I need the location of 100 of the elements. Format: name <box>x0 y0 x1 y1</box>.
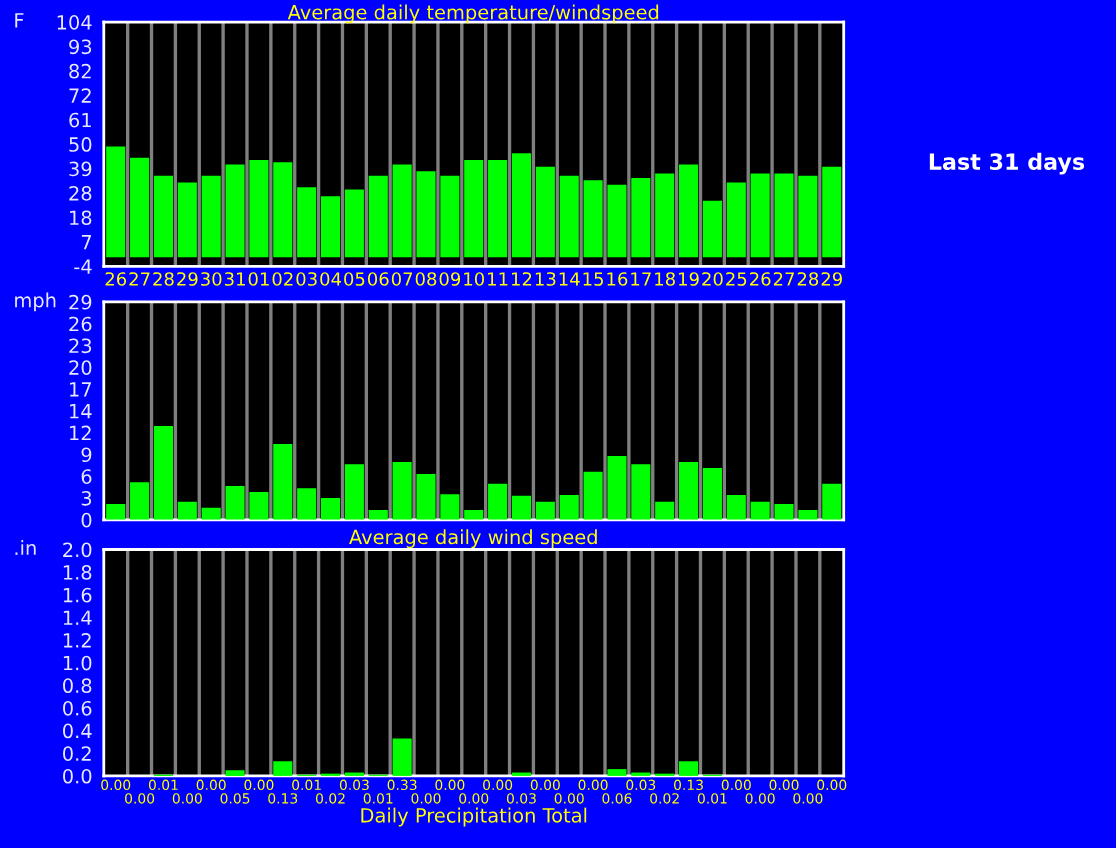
y-tick-label: 0.2 <box>63 746 91 761</box>
bar <box>464 159 484 258</box>
bar <box>440 175 460 258</box>
bar <box>320 196 341 258</box>
bar <box>511 153 532 258</box>
x-tick-label: 26 <box>105 272 127 286</box>
bar <box>702 467 722 520</box>
bar <box>607 455 627 520</box>
x-tick-label: 25 <box>726 272 747 286</box>
bar <box>679 164 699 258</box>
y-axis-title: F <box>15 13 24 28</box>
x-tick-label: 18 <box>655 272 675 286</box>
chart-title: Average daily temperature/windspeed <box>287 4 659 24</box>
bar <box>153 175 174 258</box>
x-tick-label: 01 <box>248 272 269 286</box>
y-tick-label: 39 <box>69 161 92 177</box>
x-tick-label: 17 <box>631 272 651 286</box>
x-tick-label: 08 <box>415 272 437 286</box>
x-tick-label: 28 <box>153 272 174 286</box>
bar <box>631 464 651 520</box>
bar <box>177 501 197 520</box>
bar <box>488 159 508 258</box>
y-axis-title: mph <box>15 292 56 312</box>
bar <box>798 510 818 520</box>
bar <box>344 189 364 258</box>
bar <box>225 486 245 520</box>
bar <box>822 483 842 520</box>
bar <box>559 495 579 520</box>
x-tick-label: 16 <box>607 272 628 286</box>
y-tick-label: 82 <box>69 63 91 79</box>
bar <box>106 504 126 520</box>
y-tick-label: 29 <box>69 294 92 310</box>
bar <box>368 175 388 258</box>
x-tick-label: 27 <box>129 272 150 286</box>
bar <box>702 200 722 258</box>
bar <box>798 175 818 258</box>
bar <box>297 187 317 258</box>
x-tick-label: 09 <box>439 272 461 286</box>
bar <box>750 173 770 258</box>
x-tick-label: 10 <box>464 272 485 286</box>
bar <box>225 770 245 776</box>
bar <box>320 498 341 520</box>
x-tick-label: 26 <box>749 272 771 286</box>
bar <box>392 164 412 258</box>
bar <box>273 162 293 258</box>
bar <box>297 488 317 520</box>
x-tick-label: 04 <box>320 272 342 286</box>
bar <box>535 501 555 520</box>
bar <box>679 461 699 520</box>
text: Last 31 days <box>929 152 1085 175</box>
x-tick-label: 05 <box>344 272 365 286</box>
bar <box>559 175 579 258</box>
y-tick-label: 1.2 <box>63 633 91 648</box>
x-tick-label: 19 <box>679 272 699 286</box>
bar <box>535 166 555 258</box>
x-tick-label: 31 <box>224 272 245 286</box>
bar <box>225 164 245 258</box>
y-tick-label: 0.0 <box>63 768 92 784</box>
bar <box>392 461 412 520</box>
bar <box>655 173 675 258</box>
y-tick-label: 6 <box>81 469 92 484</box>
y-tick-label: 18 <box>70 210 92 226</box>
x-tick-label: 28 <box>797 272 819 286</box>
bar <box>655 501 675 520</box>
bar <box>583 471 603 520</box>
x-tick-label: 02 <box>272 272 293 286</box>
y-tick-label: 0 <box>81 512 92 528</box>
y-tick-label: 1.8 <box>63 565 92 580</box>
y-axis-title: .in <box>15 540 36 555</box>
x-tick-label: 30 <box>201 272 222 286</box>
x-tick-label: 07 <box>391 272 413 286</box>
bar <box>201 175 221 258</box>
x-tick-label: 29 <box>177 272 198 286</box>
x-tick-label: 12 <box>511 272 532 286</box>
bar <box>416 473 436 520</box>
y-tick-label: 7 <box>81 235 92 250</box>
y-tick-label: 93 <box>69 39 92 55</box>
bar <box>130 482 150 520</box>
x-tick-label: 06 <box>367 272 389 286</box>
bar <box>130 157 150 258</box>
y-tick-label: 23 <box>69 338 92 354</box>
bar <box>106 146 126 258</box>
y-tick-label: 104 <box>57 15 92 30</box>
bar <box>583 180 603 258</box>
x-tick-label: 13 <box>535 272 556 286</box>
bar <box>607 184 627 258</box>
bar <box>750 501 770 520</box>
bar <box>464 510 484 520</box>
x-tick-label: 20 <box>702 272 723 286</box>
bar <box>631 178 651 258</box>
y-tick-label: 17 <box>70 382 92 397</box>
x-tick-label: 15 <box>583 272 603 286</box>
y-tick-label: 9 <box>81 447 92 463</box>
bar <box>201 507 221 520</box>
y-tick-label: 2.0 <box>63 542 92 558</box>
x-axis-title: Average daily wind speed <box>349 529 597 549</box>
bar <box>774 504 794 520</box>
bar <box>273 443 293 520</box>
bar <box>440 494 460 520</box>
bar <box>679 761 699 776</box>
